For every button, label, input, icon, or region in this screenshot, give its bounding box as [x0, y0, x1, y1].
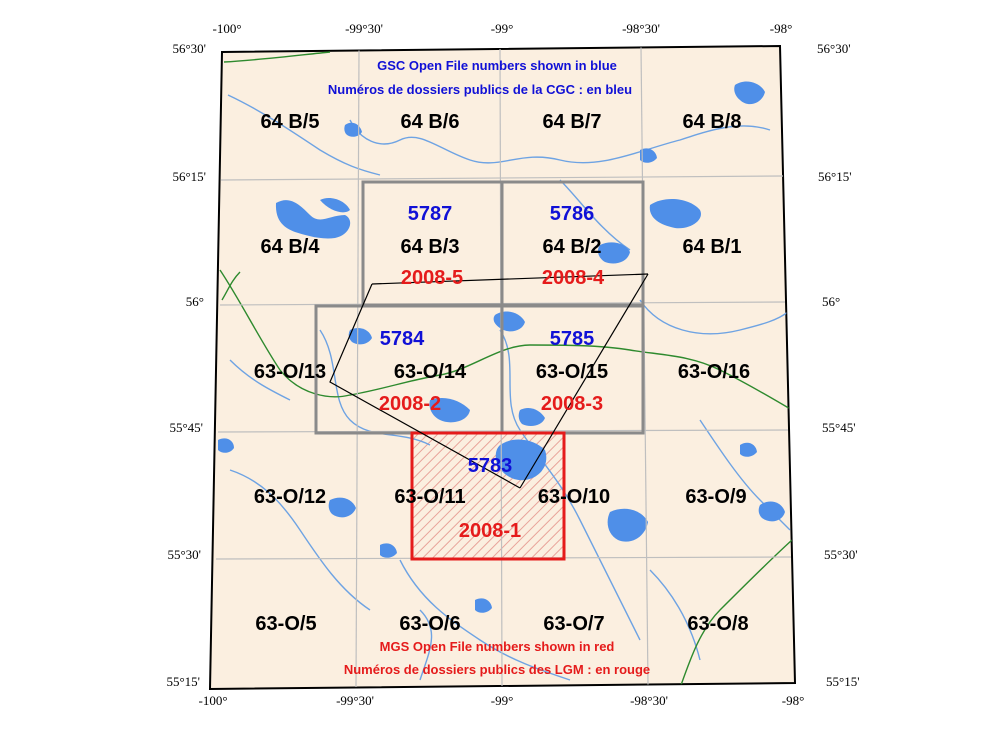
gsc-of-5784: 5784	[380, 328, 425, 350]
lat-right-4: 55°45'	[822, 420, 856, 435]
gsc-of-5787: 5787	[408, 203, 453, 225]
sheet-63o13: 63-O/13	[254, 361, 326, 383]
gsc-of-5786: 5786	[550, 203, 595, 225]
gsc-note-line1: GSC Open File numbers shown in blue	[377, 58, 617, 73]
sheet-63o7: 63-O/7	[543, 613, 604, 635]
sheet-63o5: 63-O/5	[255, 613, 316, 635]
lat-left-1: 56°30'	[172, 41, 206, 56]
lat-right-6: 55°15'	[826, 674, 860, 689]
lat-left-5: 55°30'	[167, 547, 201, 562]
sheet-64b7: 64 B/7	[543, 111, 602, 133]
lon-top-4: -98°30'	[622, 21, 660, 36]
sheet-63o8: 63-O/8	[687, 613, 748, 635]
mgs-note-line2: Numéros de dossiers publics des LGM : en…	[344, 662, 650, 677]
lat-right-5: 55°30'	[824, 547, 858, 562]
gsc-of-5783: 5783	[468, 455, 513, 477]
lat-left-3: 56°	[186, 294, 204, 309]
lon-bottom-5: -98°	[782, 693, 805, 708]
contour-lines	[219, 51, 793, 689]
lat-left-6: 55°15'	[166, 674, 200, 689]
sheet-63o16: 63-O/16	[678, 361, 750, 383]
sheet-63o14: 63-O/14	[394, 361, 467, 383]
gsc-box-5785	[500, 304, 645, 435]
mgs-note-line1: MGS Open File numbers shown in red	[380, 639, 615, 654]
sheet-64b3: 64 B/3	[401, 236, 460, 258]
sheet-64b2: 64 B/2	[543, 236, 602, 258]
gsc-boxes	[314, 180, 645, 435]
gsc-note-line2: Numéros de dossiers publics de la CGC : …	[328, 82, 632, 97]
lakes	[218, 81, 785, 613]
sheet-63o12: 63-O/12	[254, 486, 326, 508]
mgs-of-2008-2: 2008-2	[379, 393, 441, 415]
lat-right-3: 56°	[822, 294, 840, 309]
sheet-64b6: 64 B/6	[401, 111, 460, 133]
sheet-64b5: 64 B/5	[261, 111, 320, 133]
lon-top-1: -100°	[212, 21, 241, 36]
lon-bottom-2: -99°30'	[336, 693, 374, 708]
lon-bottom-4: -98°30'	[630, 693, 668, 708]
sheet-63o10: 63-O/10	[538, 486, 610, 508]
sheet-63o9: 63-O/9	[685, 486, 746, 508]
mgs-box-2008-1	[410, 431, 566, 561]
lat-left-4: 55°45'	[169, 420, 203, 435]
sheet-63o11: 63-O/11	[394, 486, 465, 508]
sheet-63o15: 63-O/15	[536, 361, 608, 383]
mgs-of-2008-4: 2008-4	[542, 267, 605, 289]
gsc-of-5785: 5785	[550, 328, 595, 350]
lon-top-2: -99°30'	[345, 21, 383, 36]
lon-top-3: -99°	[491, 21, 514, 36]
lon-bottom-3: -99°	[491, 693, 514, 708]
lat-left-2: 56°15'	[172, 169, 206, 184]
sheet-63o6: 63-O/6	[399, 613, 460, 635]
mgs-of-2008-5: 2008-5	[401, 267, 463, 289]
lat-right-2: 56°15'	[818, 169, 852, 184]
mgs-of-2008-3: 2008-3	[541, 393, 603, 415]
lon-top-5: -98°	[770, 21, 793, 36]
sheet-64b1: 64 B/1	[683, 236, 742, 258]
lat-right-1: 56°30'	[817, 41, 851, 56]
sheet-64b8: 64 B/8	[683, 111, 742, 133]
lon-bottom-1: -100°	[198, 693, 227, 708]
mgs-of-2008-1: 2008-1	[459, 520, 521, 542]
sheet-64b4: 64 B/4	[261, 236, 321, 258]
mgs-boundaries	[329, 273, 649, 489]
